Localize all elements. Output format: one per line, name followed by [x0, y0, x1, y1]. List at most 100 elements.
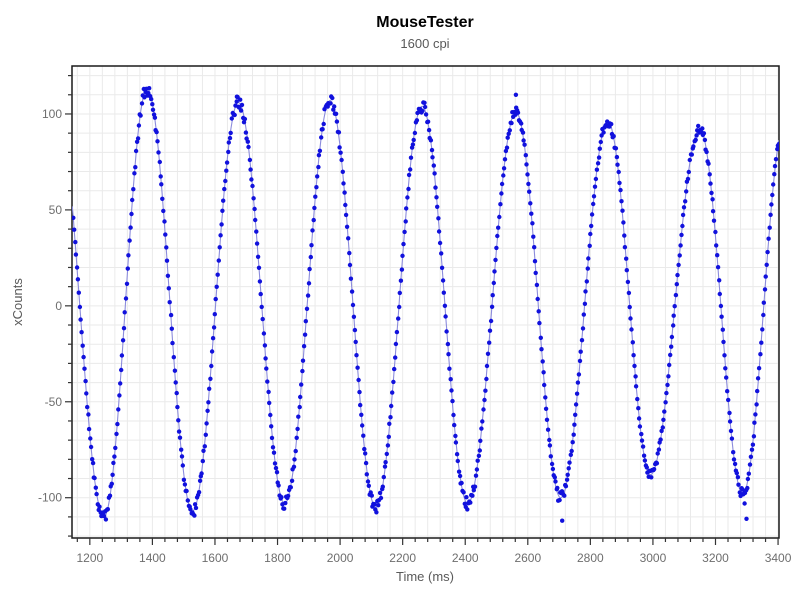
data-point	[683, 199, 688, 204]
data-point	[584, 279, 589, 284]
data-point	[574, 391, 580, 396]
data-point	[675, 272, 680, 278]
data-point	[547, 437, 552, 443]
data-point	[296, 414, 301, 419]
data-point	[261, 331, 267, 336]
data-point	[708, 181, 713, 186]
data-point	[124, 281, 130, 286]
data-point	[726, 397, 731, 403]
data-point	[221, 198, 226, 203]
data-point	[720, 327, 725, 332]
data-point	[274, 470, 280, 475]
data-point	[718, 303, 724, 309]
data-point	[658, 437, 663, 442]
data-point	[737, 490, 742, 495]
data-point	[673, 292, 679, 298]
series-line	[72, 88, 779, 518]
data-point	[76, 290, 82, 295]
data-point	[706, 161, 711, 166]
data-point	[347, 262, 353, 268]
data-point	[169, 326, 174, 331]
data-point	[693, 137, 698, 143]
data-point	[767, 225, 772, 230]
data-point	[639, 431, 644, 437]
data-point	[170, 340, 175, 346]
data-point	[745, 476, 751, 482]
data-point	[94, 491, 99, 497]
data-point	[759, 340, 764, 345]
data-point	[93, 485, 99, 490]
data-point	[256, 265, 262, 270]
data-point	[279, 495, 284, 500]
data-point	[672, 304, 677, 309]
data-point	[301, 344, 307, 349]
data-point	[536, 309, 541, 314]
data-point	[547, 443, 553, 448]
data-point	[492, 269, 497, 274]
data-point	[356, 377, 361, 383]
data-point	[487, 340, 492, 345]
data-point	[227, 135, 233, 141]
data-point	[320, 127, 325, 132]
data-point	[763, 274, 768, 279]
data-point	[175, 404, 180, 410]
data-point	[477, 448, 482, 453]
data-point	[120, 338, 126, 343]
data-point	[97, 504, 102, 509]
data-point	[591, 201, 596, 207]
data-point	[644, 465, 649, 470]
data-point	[366, 483, 371, 488]
data-point	[655, 451, 660, 456]
data-point	[385, 443, 391, 448]
chart-subtitle: 1600 cpi	[400, 36, 449, 51]
outlier-point	[560, 518, 565, 523]
data-point	[396, 316, 401, 321]
data-point	[728, 428, 734, 434]
data-point	[656, 447, 662, 452]
data-point	[184, 488, 189, 494]
data-point	[245, 139, 250, 144]
data-point	[468, 500, 473, 505]
tick-layer	[65, 74, 779, 545]
data-point	[527, 189, 532, 194]
data-point	[247, 157, 253, 163]
data-point	[254, 229, 259, 234]
data-point	[464, 495, 469, 500]
data-point	[671, 313, 676, 318]
data-point	[633, 374, 638, 379]
data-point	[429, 147, 435, 153]
data-point	[205, 408, 210, 413]
data-point	[168, 312, 174, 318]
data-point	[589, 223, 594, 229]
data-point	[671, 323, 676, 328]
data-point	[133, 148, 139, 154]
data-point	[761, 312, 766, 318]
y-tick-label: -100	[38, 491, 62, 505]
data-point	[620, 208, 625, 213]
data-point	[110, 472, 115, 477]
data-point	[433, 185, 438, 190]
data-point	[679, 232, 684, 238]
data-point	[444, 329, 449, 334]
data-point	[776, 141, 779, 147]
data-point	[654, 461, 660, 466]
data-point	[155, 139, 160, 144]
data-point	[321, 121, 326, 127]
data-point	[555, 485, 560, 491]
data-point	[109, 481, 115, 486]
data-point	[258, 291, 263, 297]
data-point	[255, 254, 261, 259]
data-point	[570, 440, 575, 445]
data-point	[72, 227, 77, 232]
data-point	[572, 422, 577, 427]
data-point	[557, 497, 562, 503]
x-tick-label: 2400	[452, 551, 479, 565]
data-point	[630, 340, 635, 345]
data-point	[302, 332, 308, 337]
data-point	[576, 372, 582, 377]
data-point	[519, 121, 524, 126]
data-point	[721, 339, 726, 345]
x-tick-label: 1600	[202, 551, 229, 565]
data-point	[552, 475, 557, 480]
data-point	[666, 374, 671, 379]
